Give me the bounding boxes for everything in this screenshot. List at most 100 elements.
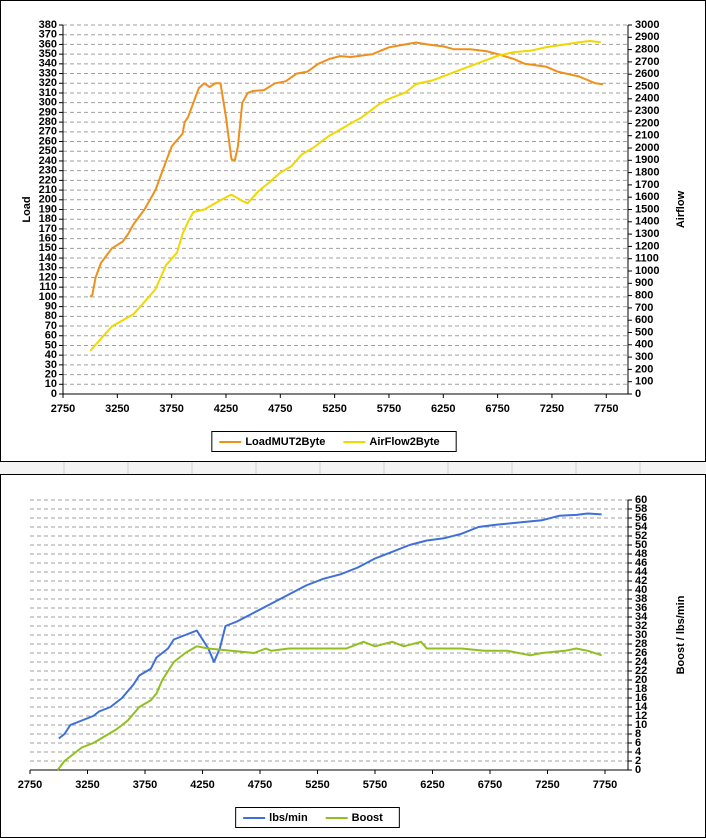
y2-tick-label: 900 (635, 277, 653, 289)
y2-tick-label: 34 (635, 611, 648, 623)
y2-tick-label: 2500 (635, 80, 659, 92)
y2-tick-label: 44 (635, 566, 648, 578)
y-tick-label: 380 (39, 19, 57, 31)
y2-tick-label: 2 (635, 755, 641, 767)
y2-tick-label: 58 (635, 503, 647, 515)
y2-tick-label: 18 (635, 683, 647, 695)
y2-tick-label: 36 (635, 602, 647, 614)
x-tick-label: 7250 (535, 779, 559, 791)
y-tick-label: 270 (39, 126, 57, 138)
y-tick-label: 310 (39, 87, 57, 99)
y2-tick-label: 1800 (635, 167, 659, 179)
y2-tick-label: 20 (635, 674, 647, 686)
y2-tick-label: 600 (635, 314, 653, 326)
x-tick-label: 5250 (322, 403, 346, 415)
x-tick-label: 6250 (420, 779, 444, 791)
x-tick-label: 4750 (268, 403, 292, 415)
chart-frame (0, 0, 706, 462)
y2-axis-title: Boost / lbs/min (675, 595, 687, 674)
y-tick-label: 30 (45, 359, 57, 371)
x-tick-label: 4250 (190, 779, 214, 791)
sheet-cells (63, 462, 641, 474)
y2-tick-label: 400 (635, 339, 653, 351)
y2-tick-label: 26 (635, 647, 647, 659)
y2-tick-label: 800 (635, 290, 653, 302)
y2-tick-label: 30 (635, 629, 647, 641)
y2-tick-label: 24 (635, 656, 648, 668)
x-tick-label: 7750 (593, 779, 617, 791)
y2-tick-label: 1900 (635, 154, 659, 166)
y2-tick-label: 500 (635, 326, 653, 338)
x-tick-label: 3750 (133, 779, 157, 791)
x-tick-label: 6750 (478, 779, 502, 791)
y-tick-label: 250 (39, 145, 57, 157)
y-tick-label: 10 (45, 378, 57, 390)
y2-tick-label: 42 (635, 575, 647, 587)
y2-tick-label: 2100 (635, 130, 659, 142)
y-tick-label: 200 (39, 194, 57, 206)
y2-tick-label: 3000 (635, 19, 659, 31)
y-tick-label: 240 (39, 155, 57, 167)
y2-tick-label: 28 (635, 638, 647, 650)
y2-tick-label: 1100 (635, 253, 659, 265)
y-tick-label: 90 (45, 301, 57, 313)
y-tick-label: 350 (39, 48, 57, 60)
legend-label: Boost (352, 812, 384, 824)
y2-tick-label: 52 (635, 530, 647, 542)
x-tick-label: 6250 (431, 403, 455, 415)
y-tick-label: 0 (51, 388, 57, 400)
x-tick-label: 7250 (540, 403, 564, 415)
x-tick-label: 3250 (75, 779, 99, 791)
y2-tick-label: 2300 (635, 105, 659, 117)
x-tick-label: 2750 (18, 779, 42, 791)
y2-tick-label: 1600 (635, 191, 659, 203)
y-tick-label: 320 (39, 77, 57, 89)
y2-tick-label: 2700 (635, 56, 659, 68)
y2-tick-label: 50 (635, 539, 647, 551)
y-tick-label: 70 (45, 320, 57, 332)
y-tick-label: 130 (39, 262, 57, 274)
legend-label: AirFlow2Byte (369, 436, 439, 448)
y2-tick-label: 38 (635, 593, 647, 605)
y2-tick-label: 4 (635, 746, 642, 758)
legend: LoadMUT2Byte AirFlow2Byte (211, 431, 457, 452)
y2-tick-label: 200 (635, 363, 653, 375)
y-tick-label: 230 (39, 165, 57, 177)
y-tick-label: 140 (39, 252, 57, 264)
y2-tick-label: 54 (635, 521, 648, 533)
y2-tick-label: 700 (635, 302, 653, 314)
series-line (56, 640, 602, 771)
y2-tick-label: 40 (635, 584, 647, 596)
y2-tick-label: 60 (635, 494, 647, 506)
y-tick-label: 80 (45, 310, 57, 322)
y2-tick-label: 300 (635, 351, 653, 363)
y2-tick-label: 2900 (635, 31, 659, 43)
y-tick-label: 360 (39, 38, 57, 50)
legend-label: lbs/min (269, 812, 308, 824)
x-tick-label: 4250 (214, 403, 238, 415)
y-tick-label: 40 (45, 349, 57, 361)
y2-tick-label: 2000 (635, 142, 659, 154)
legend-box (211, 431, 457, 452)
y-tick-label: 20 (45, 368, 57, 380)
y-tick-label: 60 (45, 330, 57, 342)
y2-tick-label: 2200 (635, 117, 659, 129)
y2-tick-label: 46 (635, 557, 647, 569)
x-tick-label: 4750 (248, 779, 272, 791)
chart-frame (0, 474, 706, 838)
y2-tick-label: 1000 (635, 265, 659, 277)
y2-tick-label: 48 (635, 548, 647, 560)
y2-tick-label: 32 (635, 620, 647, 632)
legend-box (235, 807, 400, 828)
y2-tick-label: 6 (635, 737, 641, 749)
y2-tick-label: 22 (635, 665, 647, 677)
y2-tick-label: 56 (635, 512, 647, 524)
y2-tick-label: 1200 (635, 240, 659, 252)
y2-tick-label: 16 (635, 692, 647, 704)
y2-tick-label: 1700 (635, 179, 659, 191)
y2-tick-label: 1500 (635, 203, 659, 215)
y-tick-label: 330 (39, 67, 57, 79)
x-tick-label: 2750 (51, 403, 75, 415)
